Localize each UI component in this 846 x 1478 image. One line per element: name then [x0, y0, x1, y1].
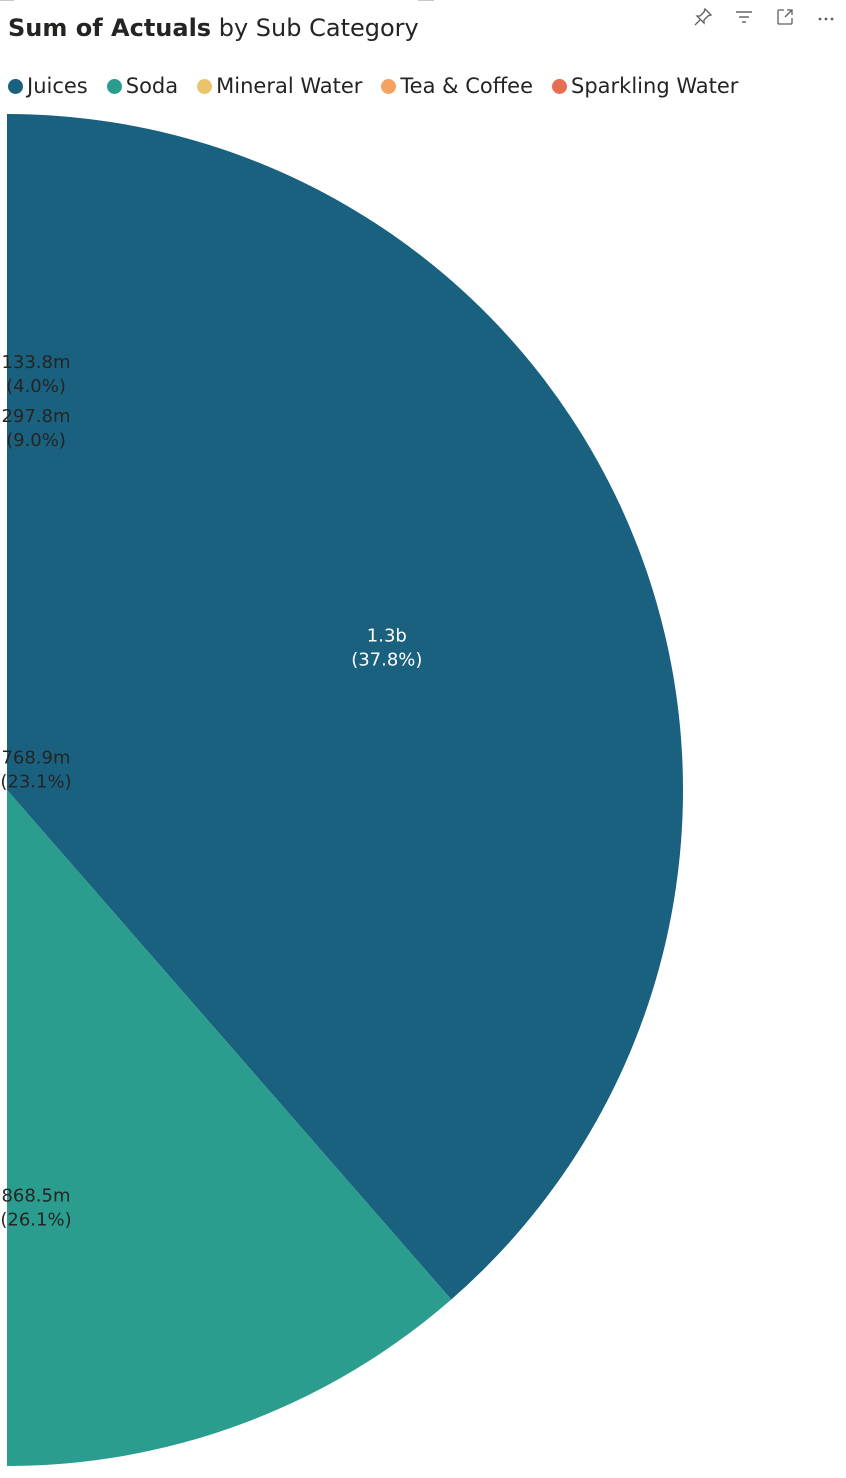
chart-title: Sum of Actuals by Sub Category [8, 14, 419, 42]
pie-slice[interactable] [7, 114, 684, 1300]
slice-value-label: 1.3b [367, 626, 407, 647]
focus-mode-icon[interactable] [764, 4, 805, 30]
pie-slice[interactable] [0, 114, 7, 790]
pie-slice[interactable] [0, 790, 452, 1466]
legend-item[interactable]: Juices [8, 74, 88, 98]
slice-value-label: 768.9m [1, 748, 70, 769]
visual-header-toolbar [682, 4, 846, 30]
chart-title-rest: by Sub Category [218, 14, 419, 42]
legend-marker [552, 78, 568, 94]
legend-label: Sparkling Water [571, 74, 739, 98]
pin-icon[interactable] [682, 4, 723, 30]
legend-label: Tea & Coffee [400, 74, 534, 98]
chart-legend: Juices Soda Mineral Water Tea & Coffee Spark… [8, 74, 757, 98]
slice-value-label: 133.8m [1, 352, 70, 373]
pie-slice[interactable] [0, 135, 7, 790]
chart-title-measure: Sum of Actuals [8, 14, 212, 42]
legend-label: Mineral Water [216, 74, 363, 98]
slice-value-label: 297.8m [1, 406, 70, 427]
legend-item[interactable]: Mineral Water [197, 74, 362, 98]
legend-item[interactable]: Soda [106, 74, 179, 98]
filter-icon[interactable] [723, 4, 764, 30]
slice-percent-label: (23.1%) [0, 772, 71, 793]
top-border-right [418, 0, 434, 1]
slice-percent-label: (4.0%) [6, 376, 66, 397]
legend-item[interactable]: Sparkling Water [552, 74, 738, 98]
legend-label: Soda [125, 74, 179, 98]
legend-marker [8, 78, 23, 94]
slice-percent-label: (26.1%) [0, 1209, 71, 1230]
legend-marker [381, 78, 397, 94]
top-border-left [0, 0, 14, 1]
legend-marker [197, 78, 213, 94]
slice-percent-label: (9.0%) [6, 430, 66, 451]
legend-item[interactable]: Tea & Coffee [381, 74, 533, 98]
legend-label: Juices [27, 74, 88, 98]
slice-value-label: 868.5m [1, 1185, 70, 1206]
more-options-icon[interactable] [805, 4, 846, 30]
legend-marker [106, 78, 122, 94]
slice-percent-label: (37.8%) [351, 650, 422, 671]
